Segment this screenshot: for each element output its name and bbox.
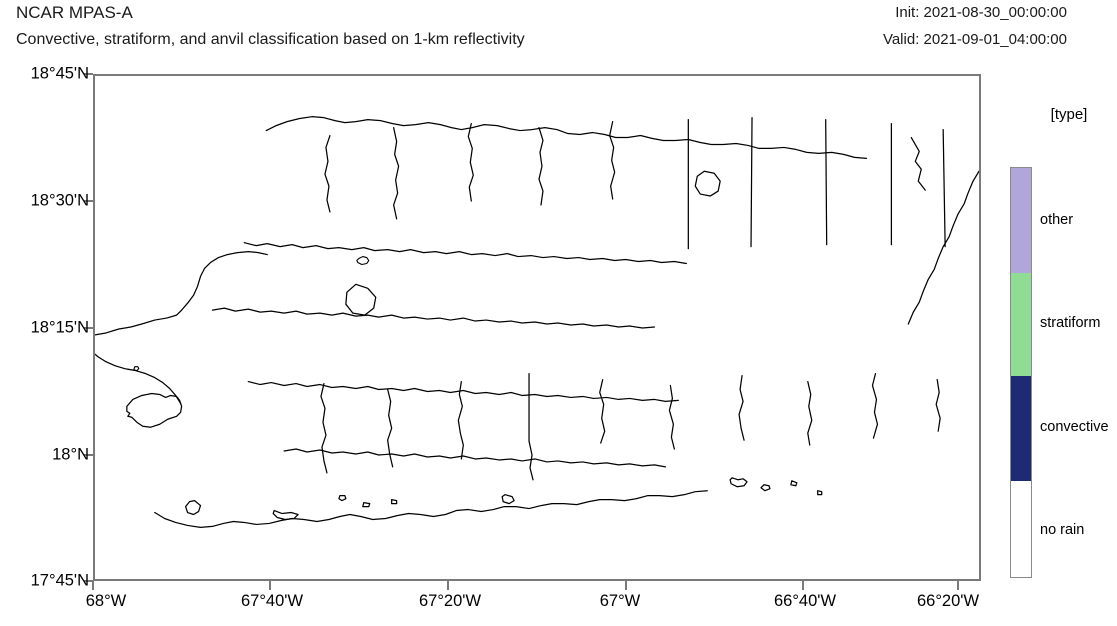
- xtick-mark: [269, 581, 271, 590]
- ytick-label-2: 18°30'N: [30, 191, 89, 210]
- ytick-mark: [84, 73, 93, 75]
- map-plot-frame: [93, 74, 981, 581]
- valid-time-label: Valid: 2021-09-01_04:00:00: [882, 31, 1067, 48]
- xtick-label-4: 67°W: [599, 592, 641, 610]
- ytick-mark: [84, 327, 93, 329]
- colorbar-title: [type]: [1050, 106, 1088, 123]
- init-time-label: Init: 2021-08-30_00:00:00: [895, 4, 1067, 21]
- xtick-mark: [92, 581, 94, 590]
- ytick-label-3: 18°15'N: [30, 318, 89, 337]
- xtick-label-5: 66°40'W: [773, 592, 837, 610]
- colorbar: [1010, 167, 1032, 578]
- colorbar-label-stratiform: stratiform: [1040, 315, 1101, 331]
- xtick-mark: [625, 581, 627, 590]
- model-title: NCAR MPAS-A: [16, 3, 133, 22]
- ytick-label-5: 17°45'N: [30, 571, 89, 590]
- ytick-mark: [84, 200, 93, 202]
- xtick-label-6: 66°20'W: [916, 592, 980, 610]
- chart-subtitle: Convective, stratiform, and anvil classi…: [16, 31, 525, 48]
- xtick-mark: [957, 581, 959, 590]
- colorbar-label-no-rain: no rain: [1040, 522, 1085, 538]
- colorbar-segment-stratiform: [1011, 273, 1031, 376]
- xtick-label-2: 67°40'W: [240, 592, 304, 610]
- xtick-mark: [802, 581, 804, 590]
- puerto-rico-map: [95, 116, 979, 529]
- xtick-label-3: 67°20'W: [418, 592, 482, 610]
- ytick-mark: [84, 454, 93, 456]
- ytick-mark: [84, 580, 93, 582]
- colorbar-label-other: other: [1040, 212, 1074, 228]
- colorbar-segment-other: [1011, 168, 1031, 273]
- ytick-label-4: 18°N: [52, 445, 89, 464]
- colorbar-segment-convective: [1011, 376, 1031, 481]
- xtick-mark: [447, 581, 449, 590]
- xtick-label-1: 68°W: [85, 592, 127, 610]
- colorbar-label-convective: convective: [1040, 419, 1109, 435]
- ytick-label-1: 18°45'N: [30, 64, 89, 83]
- colorbar-segment-no-rain: [1011, 481, 1031, 577]
